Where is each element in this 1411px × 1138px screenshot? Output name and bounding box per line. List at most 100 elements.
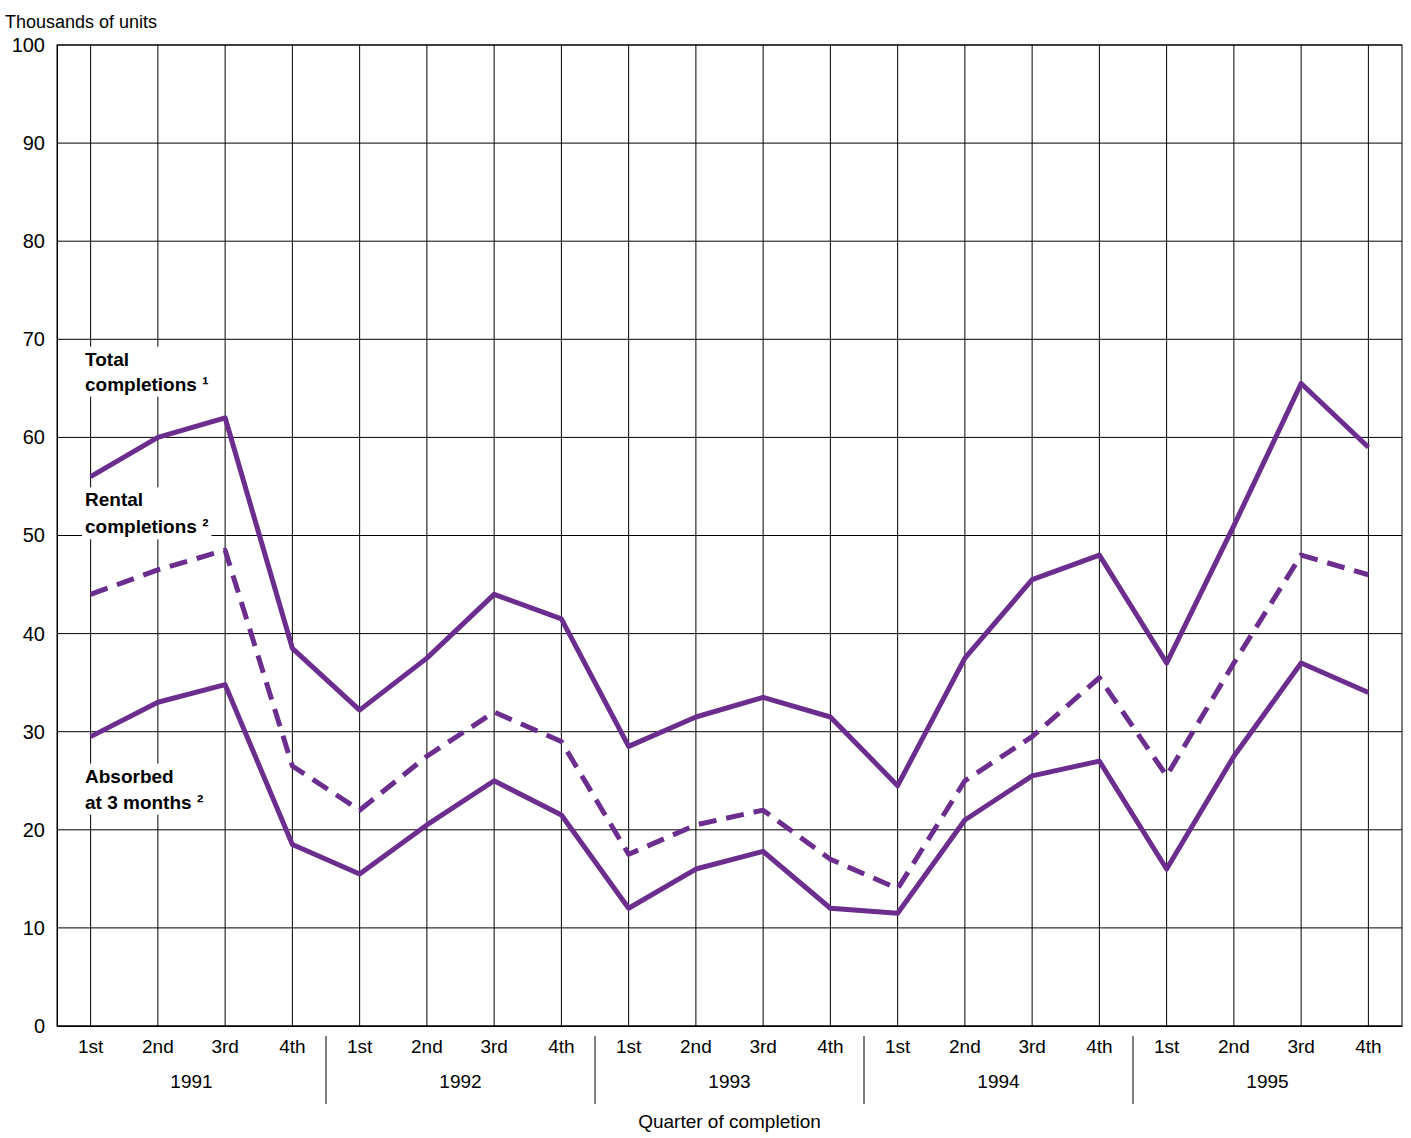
y-tick: 20 — [23, 819, 57, 841]
y-tick: 10 — [23, 917, 57, 939]
x-tick-label: 3rd — [211, 1036, 238, 1057]
grid-x — [359, 45, 360, 1026]
x-tick: 4th — [1355, 1026, 1381, 1057]
group-label: 1992 — [439, 1071, 481, 1092]
grid-y — [57, 437, 1402, 438]
series-label: Rentalcompletions ² — [85, 489, 209, 537]
grid-y — [57, 829, 1402, 830]
y-tick-label: 20 — [23, 819, 45, 841]
x-axis: 1st 2nd 3rd 4th 1st 2nd 3rd 4th 1st 2nd 3rd 4th 1st 2… — [58, 1026, 1403, 1057]
x-tick-label: 3rd — [480, 1036, 507, 1057]
x-tick: 3rd — [211, 1026, 238, 1057]
y-tick: 40 — [23, 623, 57, 645]
x-tick-label: 4th — [817, 1036, 843, 1057]
chart: 0 10 20 30 40 50 60 70 80 90 100 1st 2nd 3rd 4th 1st 2nd… — [0, 0, 1411, 1138]
grid-x — [695, 45, 696, 1026]
y-tick: 80 — [23, 230, 57, 252]
group-separator — [1133, 1036, 1134, 1104]
grid-x — [1099, 45, 1100, 1026]
x-tick: 1st — [616, 1026, 642, 1057]
grid-x — [494, 45, 495, 1026]
group-label: 1991 — [170, 1071, 212, 1092]
y-tick-label: 80 — [23, 230, 45, 252]
x-tick: 2nd — [1218, 1026, 1250, 1057]
x-tick-label: 2nd — [1218, 1036, 1250, 1057]
y-tick: 100 — [12, 34, 57, 56]
x-tick-label: 2nd — [142, 1036, 174, 1057]
grid-y — [57, 339, 1402, 340]
x-tick-label: 1st — [1154, 1036, 1180, 1057]
grid-x — [1032, 45, 1033, 1026]
grid-y — [57, 241, 1402, 242]
x-tick-label: 1st — [616, 1036, 642, 1057]
grid-x — [292, 45, 293, 1026]
x-tick: 2nd — [411, 1026, 443, 1057]
grid-x — [426, 45, 427, 1026]
y-tick: 50 — [23, 524, 57, 546]
x-tick: 3rd — [1018, 1026, 1045, 1057]
grid-x — [830, 45, 831, 1026]
y-axis-title: Thousands of units — [5, 12, 157, 32]
y-tick-label: 90 — [23, 132, 45, 154]
x-tick: 4th — [279, 1026, 305, 1057]
x-tick-label: 1st — [347, 1036, 373, 1057]
group-separator — [326, 1036, 327, 1104]
x-tick: 2nd — [949, 1026, 981, 1057]
grid-y — [57, 143, 1402, 144]
y-tick: 0 — [34, 1015, 57, 1037]
y-tick: 90 — [23, 132, 57, 154]
y-tick-label: 50 — [23, 524, 45, 546]
x-tick: 4th — [1086, 1026, 1112, 1057]
plot-frame — [57, 45, 1402, 1026]
series-label: Absorbedat 3 months ² — [85, 766, 203, 813]
label-backdrop — [82, 487, 212, 539]
x-tick: 1st — [78, 1026, 104, 1057]
x-tick-label: 4th — [548, 1036, 574, 1057]
x-tick: 2nd — [142, 1026, 174, 1057]
y-tick: 30 — [23, 721, 57, 743]
y-tick-label: 100 — [12, 34, 45, 56]
x-tick-label: 3rd — [1018, 1036, 1045, 1057]
x-tick: 3rd — [1287, 1026, 1314, 1057]
y-tick-label: 10 — [23, 917, 45, 939]
y-tick-label: 30 — [23, 721, 45, 743]
y-axis: 0 10 20 30 40 50 60 70 80 90 100 — [12, 34, 58, 1037]
x-tick: 2nd — [680, 1026, 712, 1057]
x-tick-label: 3rd — [749, 1036, 776, 1057]
x-tick-label: 4th — [1086, 1036, 1112, 1057]
grid-x — [897, 45, 898, 1026]
x-axis-title: Quarter of completion — [638, 1111, 821, 1132]
series-line — [91, 550, 1369, 888]
x-tick: 4th — [548, 1026, 574, 1057]
grid-x — [225, 45, 226, 1026]
x-tick-label: 4th — [1355, 1036, 1381, 1057]
grid-x — [1166, 45, 1167, 1026]
x-tick-label: 4th — [279, 1036, 305, 1057]
grid-x — [964, 45, 965, 1026]
x-tick-label: 1st — [78, 1036, 104, 1057]
y-tick-label: 40 — [23, 623, 45, 645]
y-tick-label: 0 — [34, 1015, 45, 1037]
series-lines — [91, 383, 1369, 913]
y-tick: 70 — [23, 328, 57, 350]
label-backdrop — [82, 764, 206, 815]
series-label: Totalcompletions ¹ — [85, 349, 209, 395]
group-separator — [864, 1036, 865, 1104]
grid-y — [57, 633, 1402, 634]
x-tick: 1st — [1154, 1026, 1180, 1057]
grid-x — [1233, 45, 1234, 1026]
grid-x — [628, 45, 629, 1026]
x-tick-label: 2nd — [411, 1036, 443, 1057]
label-backdrop — [82, 347, 212, 397]
x-tick-label: 3rd — [1287, 1036, 1314, 1057]
grid-x — [1301, 45, 1302, 1026]
background — [0, 0, 1411, 1138]
x-tick: 1st — [347, 1026, 373, 1057]
grid-y — [57, 927, 1402, 928]
group-label: 1995 — [1246, 1071, 1288, 1092]
y-tick: 60 — [23, 426, 57, 448]
x-tick-label: 2nd — [949, 1036, 981, 1057]
x-tick: 3rd — [480, 1026, 507, 1057]
x-tick: 3rd — [749, 1026, 776, 1057]
grid — [57, 45, 1402, 1026]
